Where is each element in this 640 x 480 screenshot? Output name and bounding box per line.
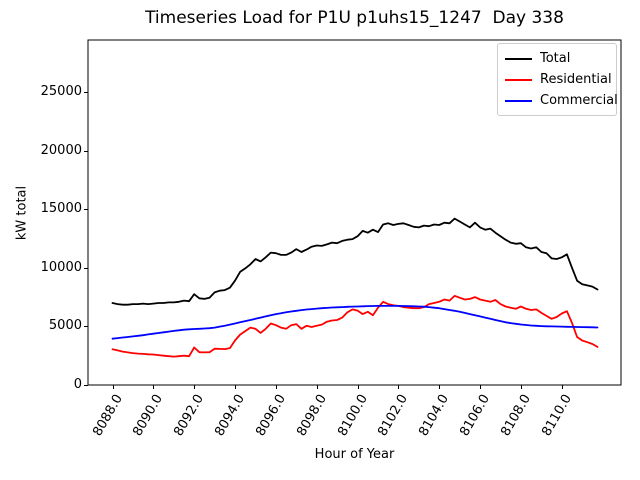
y-tick-label: 0 (73, 377, 82, 392)
legend-item-residential: Residential (505, 69, 612, 90)
y-tick-label: 10000 (40, 259, 82, 275)
y-tick-label: 5000 (48, 318, 82, 334)
legend: Total Residential Commercial (497, 43, 618, 116)
legend-line-total (505, 57, 532, 60)
legend-item-total: Total (505, 48, 609, 69)
y-tick-label: 25000 (40, 84, 82, 100)
series-line-total (111, 217, 599, 306)
legend-label-residential: Residential (540, 72, 612, 87)
plot-frame (87, 39, 622, 386)
legend-line-residential (505, 78, 532, 81)
series-line-commercial (111, 304, 599, 340)
series-line-residential (111, 294, 599, 358)
legend-line-commercial (505, 99, 532, 102)
legend-label-total: Total (540, 51, 571, 66)
x-axis-label: Hour of Year (314, 447, 395, 462)
y-tick-label: 15000 (40, 201, 82, 217)
legend-item-commercial: Commercial (505, 90, 618, 111)
y-tick-label: 20000 (40, 142, 82, 158)
chart-title: Timeseries Load for P1U p1uhs15_1247 Day… (145, 8, 564, 28)
legend-label-commercial: Commercial (540, 93, 618, 108)
